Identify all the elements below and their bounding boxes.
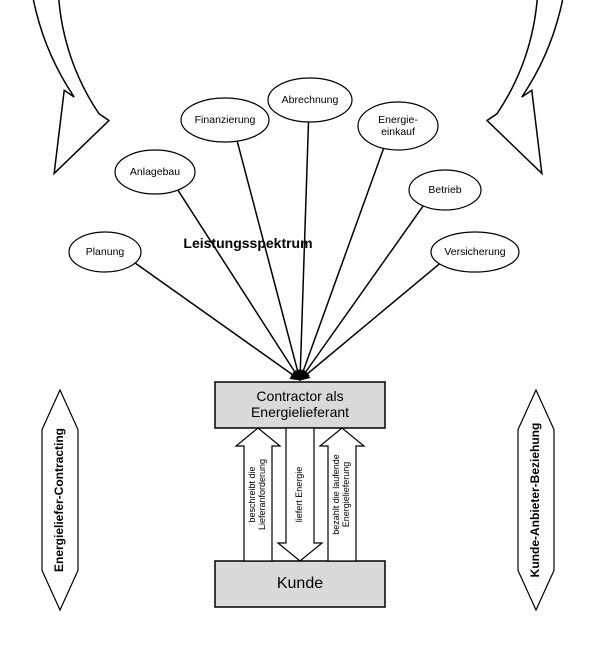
flow-label-req: beschreibt dieLieferanforderung	[247, 459, 267, 530]
radial-arrow-planung	[135, 263, 300, 380]
side-diamond-right-label: Kunde-Anbieter-Beziehung	[528, 423, 542, 578]
ellipse-label-versicherung: Versicherung	[444, 246, 505, 258]
radial-arrow-finanzierung	[237, 141, 300, 380]
ellipse-label-abrechnung: Abrechnung	[282, 94, 339, 106]
side-diamond-left-label: Energieliefer-Contracting	[52, 428, 66, 572]
radial-arrow-abrechnung	[300, 122, 309, 380]
section-label: Leistungsspektrum	[183, 235, 312, 251]
flow-label-deliver: liefert Energie	[294, 467, 304, 523]
radial-arrow-anlagebau	[178, 190, 300, 380]
kunde-box-label: Kunde	[277, 575, 323, 592]
ellipse-label-betrieb: Betrieb	[428, 184, 461, 196]
ellipse-label-finanzierung: Finanzierung	[195, 114, 256, 126]
ellipse-label-anlagebau: Anlagebau	[130, 166, 180, 178]
contractor-box-label: Contractor alsEnergielieferant	[251, 388, 349, 420]
ellipse-label-energie: Energie-einkauf	[378, 114, 418, 138]
ellipse-label-planung: Planung	[86, 246, 125, 258]
flow-label-pay: bezahlt die laufendeEnergielieferung	[331, 454, 351, 535]
